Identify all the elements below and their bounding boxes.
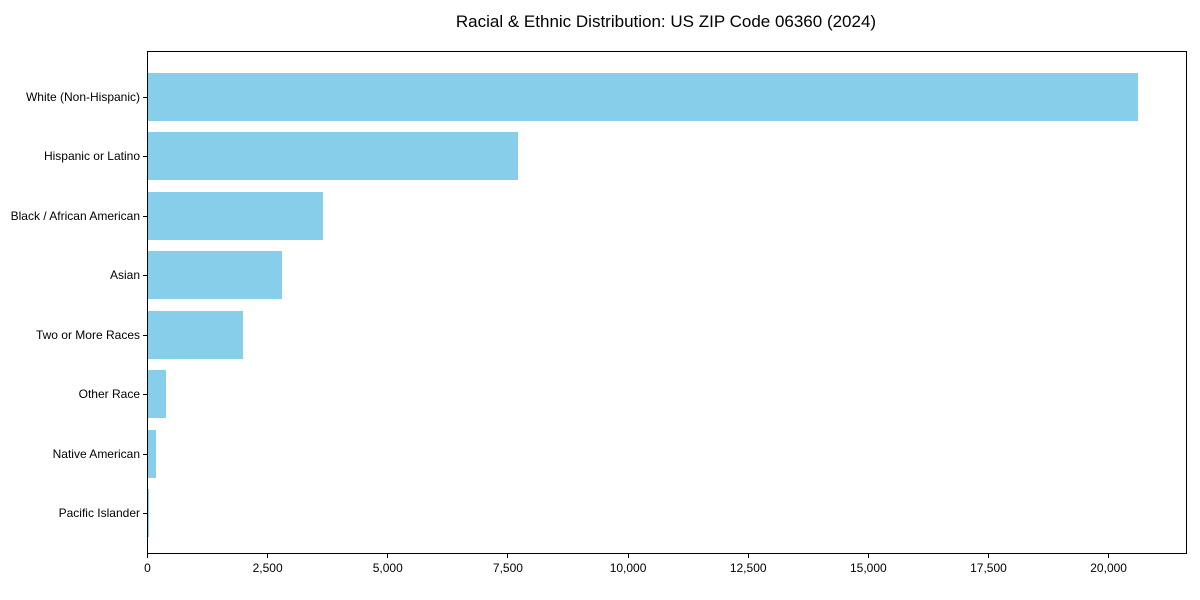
x-tick-label: 17,500: [970, 561, 1007, 575]
y-tick-mark: [143, 275, 147, 277]
bar: [148, 72, 1138, 121]
bar: [148, 310, 244, 359]
plot-area: [147, 51, 1187, 554]
y-tick-label: Native American: [52, 446, 140, 461]
y-tick-label: Two or More Races: [35, 327, 140, 342]
y-tick-mark: [143, 215, 147, 217]
x-tick-label: 0: [144, 561, 151, 575]
x-tick-label: 10,000: [609, 561, 647, 575]
x-tick-mark: [1108, 554, 1110, 558]
y-tick-label: Asian: [109, 268, 140, 283]
x-tick-mark: [747, 554, 749, 558]
y-tick-mark: [143, 453, 147, 455]
bar: [148, 191, 324, 240]
y-tick-mark: [143, 156, 147, 158]
x-tick-mark: [387, 554, 389, 558]
x-tick-label: 20,000: [1090, 561, 1127, 575]
x-tick-mark: [867, 554, 869, 558]
x-tick-mark: [147, 554, 148, 558]
y-tick-label: Pacific Islander: [58, 506, 140, 521]
x-tick-mark: [987, 554, 989, 558]
bar: [148, 132, 519, 181]
y-tick-mark: [143, 394, 147, 396]
y-tick-mark: [143, 96, 147, 98]
y-tick-label: Black / African American: [10, 208, 140, 223]
chart-title: Racial & Ethnic Distribution: US ZIP Cod…: [455, 12, 877, 31]
bar: [148, 370, 167, 419]
bar: [148, 429, 157, 478]
x-tick-label: 5,000: [372, 561, 403, 575]
y-tick-mark: [143, 513, 147, 515]
x-tick-mark: [267, 554, 269, 558]
y-tick-label: Hispanic or Latino: [43, 149, 140, 164]
x-tick-label: 2,500: [252, 561, 283, 575]
y-tick-label: White (Non-Hispanic): [25, 89, 140, 104]
y-tick-label: Other Race: [78, 387, 140, 402]
x-tick-mark: [507, 554, 509, 558]
x-tick-label: 7,500: [492, 561, 523, 575]
x-tick-mark: [627, 554, 629, 558]
x-tick-label: 15,000: [849, 561, 887, 575]
bar: [148, 251, 283, 300]
x-tick-label: 12,500: [729, 561, 767, 575]
y-tick-mark: [143, 334, 147, 336]
